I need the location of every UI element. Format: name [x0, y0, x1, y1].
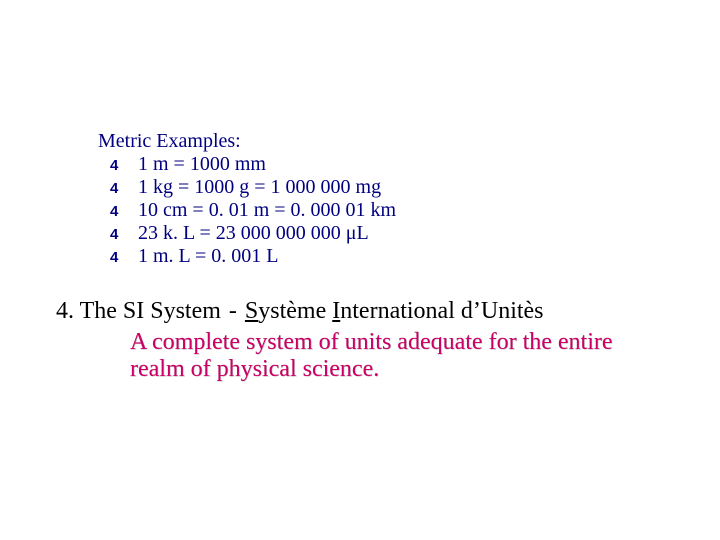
example-text: 1 m. L = 0. 001 L	[138, 245, 279, 268]
list-item: 4 10 cm = 0. 01 m = 0. 000 01 km	[98, 199, 396, 222]
list-item: 4 1 m = 1000 mm	[98, 153, 396, 176]
si-system-block: 4. The SI System - Système International…	[56, 298, 656, 383]
bullet-icon: 4	[98, 157, 138, 174]
bullet-icon: 4	[98, 180, 138, 197]
bullet-icon: 4	[98, 249, 138, 266]
examples-title: Metric Examples:	[98, 130, 396, 153]
si-dash: -	[221, 298, 245, 324]
example-text: 1 m = 1000 mm	[138, 153, 266, 176]
metric-examples-block: Metric Examples: 4 1 m = 1000 mm 4 1 kg …	[98, 130, 396, 268]
bullet-icon: 4	[98, 203, 138, 220]
si-label: The SI System	[80, 298, 221, 324]
list-item: 4 1 m. L = 0. 001 L	[98, 245, 396, 268]
examples-list: 4 1 m = 1000 mm 4 1 kg = 1000 g = 1 000 …	[98, 153, 396, 268]
example-text: 23 k. L = 23 000 000 000 μL	[138, 222, 369, 245]
slide: Metric Examples: 4 1 m = 1000 mm 4 1 kg …	[0, 0, 720, 540]
example-text: 10 cm = 0. 01 m = 0. 000 01 km	[138, 199, 396, 222]
si-name-part1: ystème	[258, 298, 332, 324]
si-description: A complete system of units adequate for …	[130, 329, 656, 383]
example-text: 1 kg = 1000 g = 1 000 000 mg	[138, 176, 381, 199]
list-item: 4 23 k. L = 23 000 000 000 μL	[98, 222, 396, 245]
si-heading-line: 4. The SI System - Système International…	[56, 298, 656, 325]
list-item: 4 1 kg = 1000 g = 1 000 000 mg	[98, 176, 396, 199]
si-name-part2: nternational d’Unitès	[340, 298, 543, 324]
si-name-s: S	[245, 298, 258, 324]
si-number: 4.	[56, 298, 74, 324]
bullet-icon: 4	[98, 226, 138, 243]
